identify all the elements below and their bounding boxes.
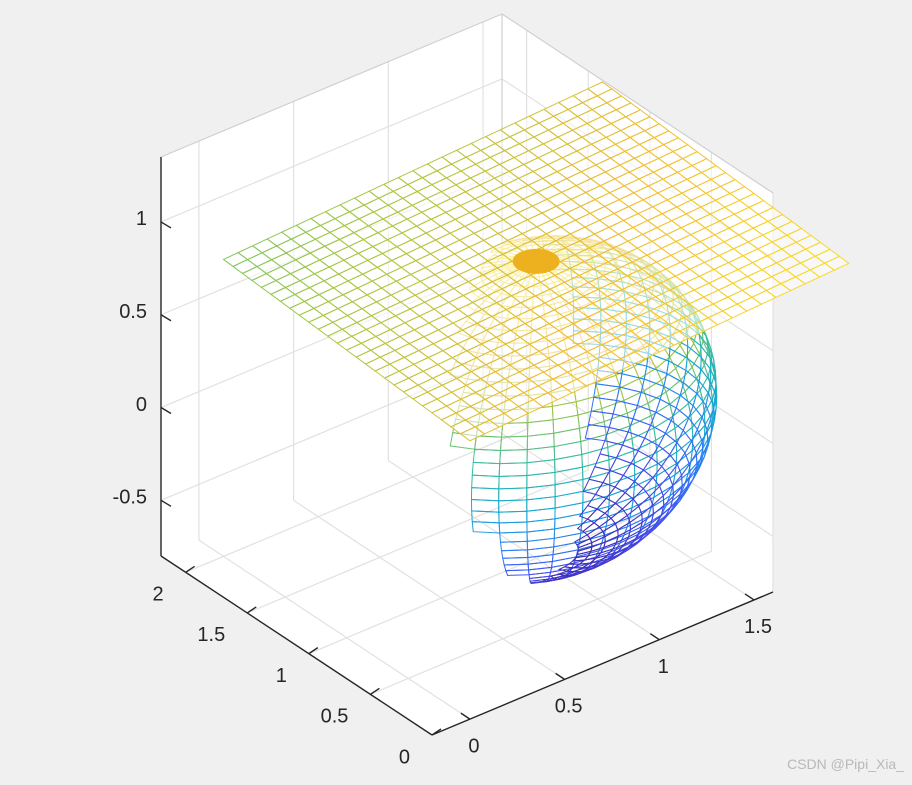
box-edge [501, 13, 774, 194]
y-tick [246, 606, 257, 614]
sphere-mesh-cell [578, 504, 598, 520]
x-tick [649, 633, 660, 641]
x-tick-label: 1.5 [744, 616, 772, 638]
sphere-mesh-cell [582, 522, 601, 536]
z-tick-label: 0 [136, 394, 147, 416]
sphere-mesh-cell [573, 534, 591, 546]
tick-labels: 0 0.5 1 1.5 0 0.5 1 1.5 2 -0.5 0 0.5 1 [113, 208, 772, 768]
box-edge [160, 13, 503, 158]
x-axis-line [431, 591, 774, 736]
x-tick [460, 712, 471, 720]
grid-line-x-floor [482, 420, 755, 601]
sphere-mesh-cell [582, 478, 604, 495]
axes-lines [160, 157, 774, 736]
grid-line-y-floor [308, 510, 651, 655]
z-tick [160, 499, 172, 507]
grid-line-y-floor [246, 469, 589, 614]
x-tick [744, 593, 755, 601]
z-tick [160, 221, 172, 229]
y-tick [370, 687, 380, 695]
sphere-mesh-cell [584, 423, 610, 442]
y-tick-label: 1 [276, 665, 287, 687]
grid-line-x-floor [293, 499, 565, 680]
y-tick [431, 728, 442, 736]
y-tick [308, 647, 319, 655]
y-tick [185, 565, 196, 573]
z-tick-label: 1 [136, 208, 147, 230]
z-tick-label: -0.5 [113, 487, 147, 509]
y-tick-label: 0 [399, 746, 410, 768]
tick-marks [160, 221, 755, 736]
z-tick-label: 0.5 [119, 301, 147, 323]
tangent-point [512, 248, 560, 274]
floor-plane [161, 413, 773, 735]
grid-line-z-back [160, 78, 503, 223]
grid-line-y-floor [185, 428, 527, 573]
y-tick-label: 1.5 [197, 624, 225, 646]
tangent-point-marker [512, 248, 560, 274]
y-tick-label: 2 [153, 584, 164, 606]
z-tick [160, 406, 172, 415]
x-tick [555, 672, 565, 680]
grid-line-y-floor [370, 550, 712, 695]
x-tick-label: 0 [468, 735, 479, 757]
grid-line-x-floor [198, 539, 471, 720]
watermark-text: CSDN @Pipi_Xia_ [787, 756, 904, 772]
x-tick-label: 1 [658, 656, 669, 678]
plane-mesh-cell [586, 81, 613, 97]
y-axis-line [160, 555, 433, 736]
z-tick [160, 314, 172, 322]
x-tick-label: 0.5 [555, 696, 583, 718]
y-tick-label: 0.5 [321, 706, 349, 728]
